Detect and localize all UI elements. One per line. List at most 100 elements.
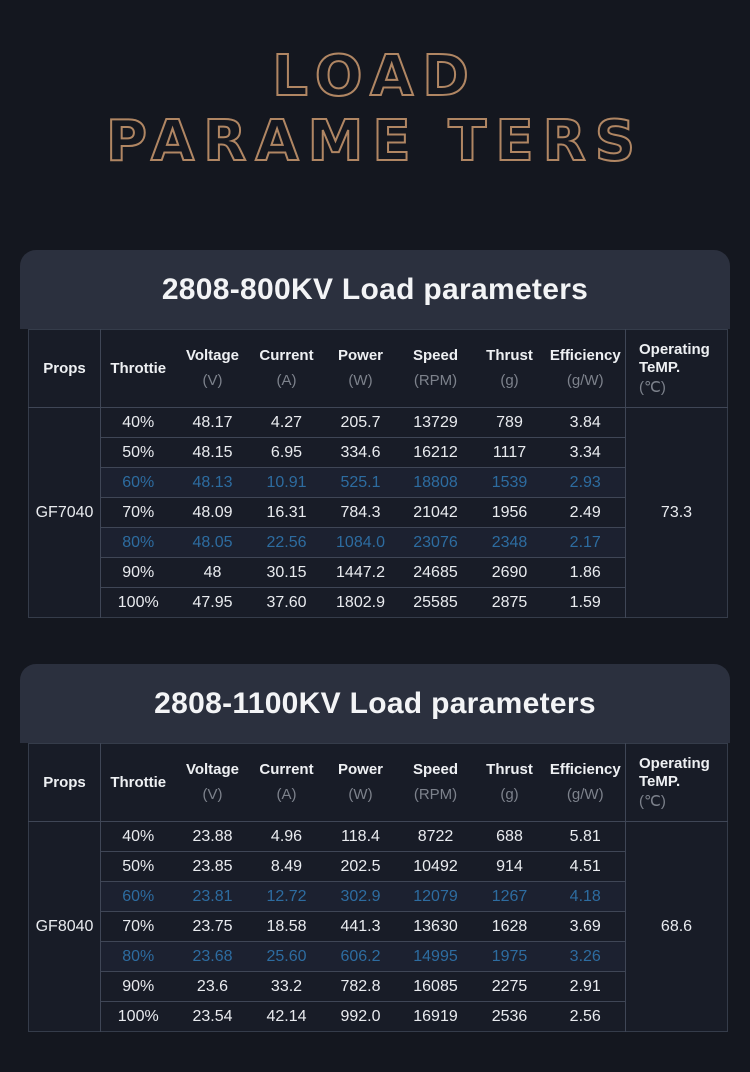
table-row: 80% 48.05 22.56 1084.0 23076 2348 2.17 <box>29 527 728 558</box>
cell-value: 48.13 <box>175 467 250 498</box>
load-table-2808-1100kv: Props Throttie Voltage (V) Current (A) P… <box>28 743 728 1032</box>
cell-value: 525.1 <box>323 467 398 498</box>
cell-value: 23076 <box>397 527 474 558</box>
cell-value: 23.54 <box>175 1001 250 1032</box>
cell-value: 1628 <box>473 911 546 942</box>
cell-value: 24685 <box>397 557 474 588</box>
col-header-voltage: Voltage (V) <box>175 329 250 408</box>
col-header-power: Power (W) <box>323 329 398 408</box>
cell-value: 1802.9 <box>323 587 398 618</box>
cell-value: 205.7 <box>340 413 381 431</box>
cell-value: 13729 <box>413 413 458 431</box>
cell-value: 2875 <box>473 587 546 618</box>
cell-value: 2.93 <box>545 467 626 498</box>
cell-value: 48.09 <box>175 497 250 528</box>
header-row: Props Throttie Voltage (V) Current (A) P… <box>28 329 728 408</box>
page-title-line1: LOAD <box>271 43 478 110</box>
cell-value: 2275 <box>473 971 546 1002</box>
cell-throttle: 90% <box>100 971 176 1002</box>
table-row: 90% 48 30.15 1447.2 24685 2690 1.86 <box>29 557 728 588</box>
col-header-thrust: Thrust (g) <box>473 743 546 822</box>
cell-value: 47.95 <box>175 587 250 618</box>
cell-value: 37.60 <box>249 587 324 618</box>
cell-value: 1117 <box>473 437 546 468</box>
cell-value: 992.0 <box>323 1001 398 1032</box>
cell-value: 4.27 <box>270 413 303 431</box>
cell-value: 12.72 <box>249 881 324 912</box>
col-header-efficiency: Efficiency (g/W) <box>545 743 626 822</box>
cell-throttle: 90% <box>100 557 176 588</box>
cell-value: 14995 <box>397 941 474 972</box>
cell-value: 22.56 <box>249 527 324 558</box>
cell-throttle: 50% <box>100 437 176 468</box>
col-header-props: Props <box>28 329 101 408</box>
cell-value: 1975 <box>473 941 546 972</box>
cell-value: 10.91 <box>249 467 324 498</box>
cell-throttle: 100% <box>100 1001 176 1032</box>
cell-value: 4.18 <box>545 881 626 912</box>
col-header-throttle: Throttie <box>100 743 176 822</box>
cell-value: 2690 <box>473 557 546 588</box>
table-row: 100% 23.54 42.14 992.0 16919 2536 2.56 <box>29 1001 728 1032</box>
cell-value: 334.6 <box>323 437 398 468</box>
cell-value: 2.17 <box>545 527 626 558</box>
col-header-operating-temp: Operating TeMP. (℃) <box>625 743 728 822</box>
cell-value: 1956 <box>473 497 546 528</box>
cell-value: 1.86 <box>545 557 626 588</box>
table-row: 70% 23.75 18.58 441.3 13630 1628 3.69 <box>29 911 728 942</box>
cell-value: 302.9 <box>323 881 398 912</box>
col-header-props: Props <box>28 743 101 822</box>
page-title-line2: PARAME TERS <box>105 108 645 175</box>
load-table-wrap: Props Throttie Voltage (V) Current (A) P… <box>28 329 728 618</box>
cell-value: 23.68 <box>175 941 250 972</box>
cell-throttle: 80% <box>100 527 176 558</box>
cell-value: 789 <box>496 413 523 431</box>
cell-value: 48.05 <box>175 527 250 558</box>
cell-throttle: 70% <box>100 911 176 942</box>
cell-value: 25585 <box>397 587 474 618</box>
card-header-2808-1100kv: 2808-1100KV Load parameters <box>20 664 730 743</box>
card-2808-1100kv: 2808-1100KV Load parameters Props Thrott… <box>20 664 730 1032</box>
cell-value: 3.69 <box>545 911 626 942</box>
cell-throttle: 80% <box>100 941 176 972</box>
cell-value: 42.14 <box>249 1001 324 1032</box>
table-row: 90% 23.6 33.2 782.8 16085 2275 2.91 <box>29 971 728 1002</box>
cell-value: 8.49 <box>249 851 324 882</box>
cell-value: 48 <box>175 557 250 588</box>
cell-value: 2536 <box>473 1001 546 1032</box>
col-header-speed: Speed (RPM) <box>397 329 474 408</box>
cell-value: 914 <box>473 851 546 882</box>
card-header-2808-800kv: 2808-800KV Load parameters <box>20 250 730 329</box>
cell-value: 8722 <box>417 827 454 845</box>
cell-value: 21042 <box>397 497 474 528</box>
card-title: 2808-800KV Load parameters <box>161 272 589 306</box>
table-row: GF7040 40% 48.17 4.27 205.7 13729 789 3.84 73.3 <box>28 407 728 618</box>
cell-value: 1539 <box>473 467 546 498</box>
cell-value: 30.15 <box>249 557 324 588</box>
cell-value: 606.2 <box>323 941 398 972</box>
cell-value: 2.56 <box>545 1001 626 1032</box>
cell-throttle: 50% <box>100 851 176 882</box>
cell-value: 3.26 <box>545 941 626 972</box>
cell-value: 202.5 <box>323 851 398 882</box>
props-cell: GF8040 <box>28 821 101 1032</box>
cell-value: 33.2 <box>249 971 324 1002</box>
cell-throttle: 40% <box>122 827 155 845</box>
cell-value: 782.8 <box>323 971 398 1002</box>
table-row: 80% 23.68 25.60 606.2 14995 1975 3.26 <box>29 941 728 972</box>
cell-value: 23.85 <box>175 851 250 882</box>
col-header-current: Current (A) <box>249 329 324 408</box>
cell-throttle: 60% <box>100 881 176 912</box>
load-table-2808-800kv: Props Throttie Voltage (V) Current (A) P… <box>28 329 728 618</box>
cell-value: 23.75 <box>175 911 250 942</box>
cell-value: 16.31 <box>249 497 324 528</box>
col-header-thrust: Thrust (g) <box>473 329 546 408</box>
header-row: Props Throttie Voltage (V) Current (A) P… <box>28 743 728 822</box>
cell-value: 18.58 <box>249 911 324 942</box>
cell-value: 6.95 <box>249 437 324 468</box>
cell-throttle: 100% <box>100 587 176 618</box>
cell-value: 23.88 <box>192 827 233 845</box>
operating-temp-cell: 73.3 <box>625 407 728 618</box>
card-title: 2808-1100KV Load parameters <box>154 686 596 720</box>
col-header-speed: Speed (RPM) <box>397 743 474 822</box>
